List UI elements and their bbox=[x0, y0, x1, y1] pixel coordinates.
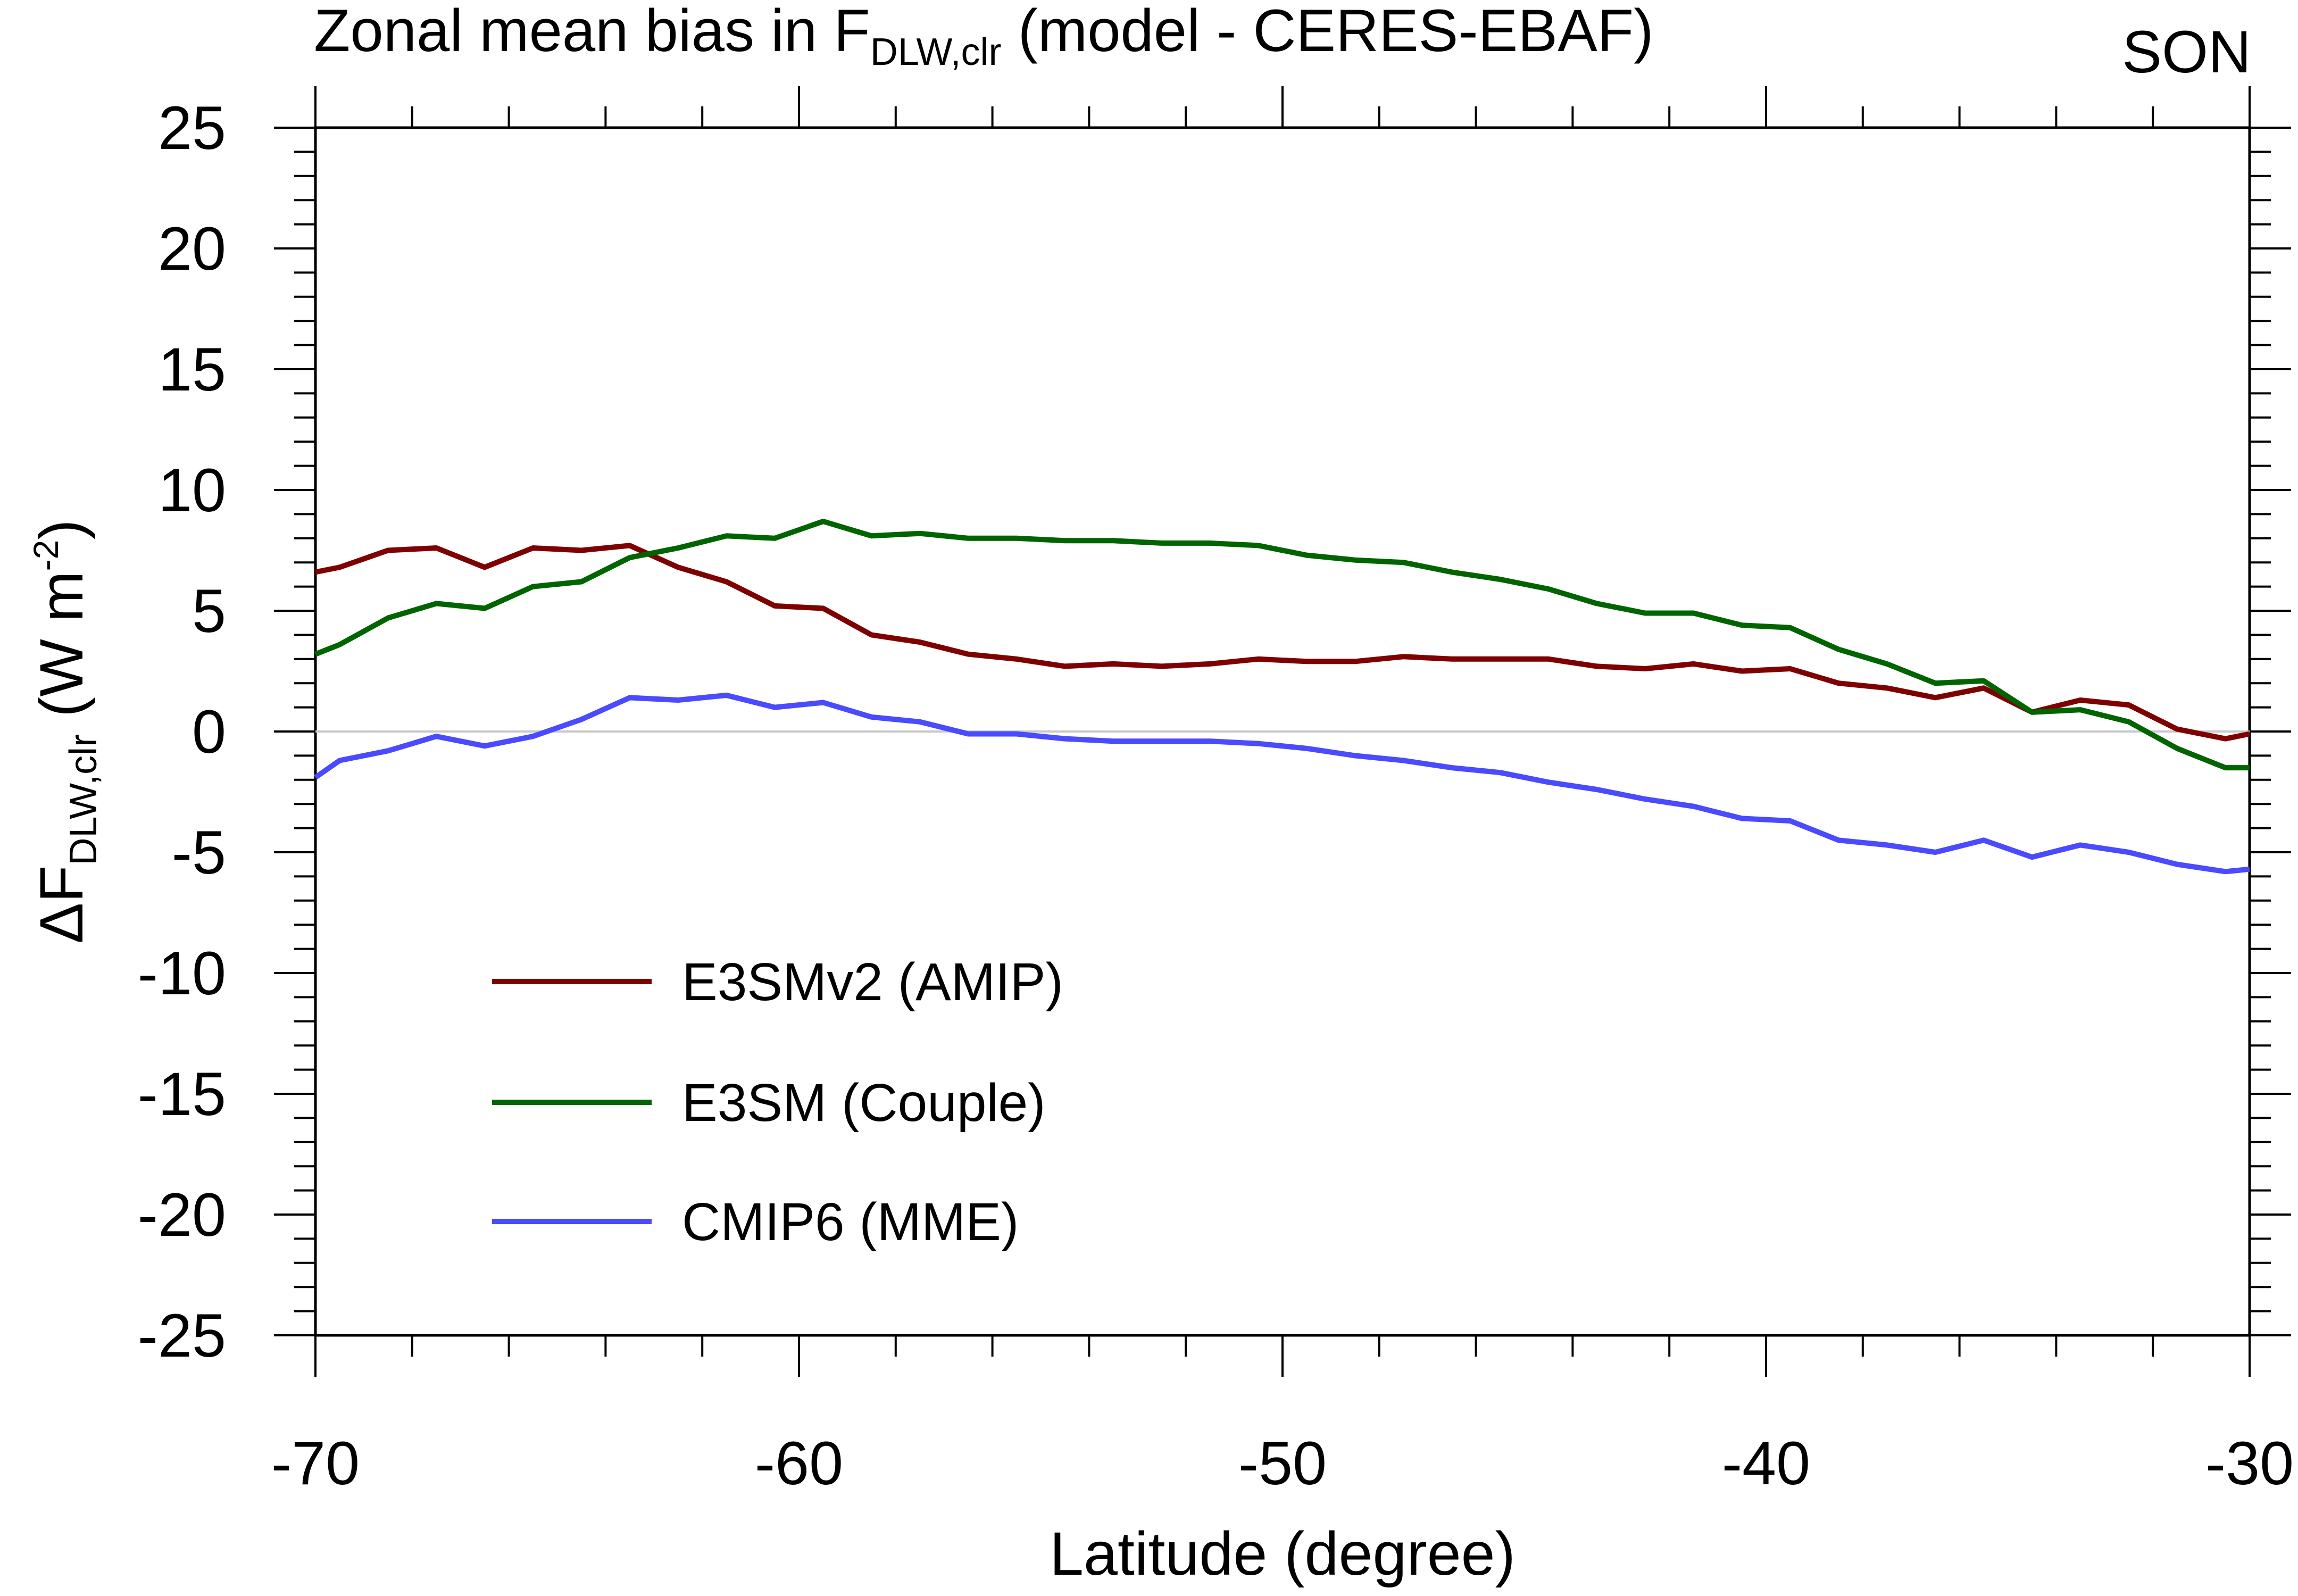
legend-label-mme: CMIP6 (MME) bbox=[682, 1192, 1019, 1252]
y-tick-label: 20 bbox=[158, 215, 226, 283]
x-tick-label: -60 bbox=[755, 1429, 843, 1498]
x-tick-label: -30 bbox=[2205, 1429, 2294, 1498]
y-tick-label: 10 bbox=[158, 456, 226, 525]
series-layer bbox=[314, 519, 2250, 875]
tick-layer bbox=[274, 86, 2291, 1377]
y-axis-title-units: (W m bbox=[28, 571, 96, 734]
chart-title: Zonal mean bias in FDLW,clr (model - CER… bbox=[314, 0, 1653, 73]
x-tick-label: -70 bbox=[271, 1429, 360, 1498]
x-tick-labels: -70 -60 -50 -40 -30 bbox=[271, 1429, 2294, 1498]
x-tick-label: -40 bbox=[1722, 1429, 1810, 1498]
season-label: SON bbox=[2122, 19, 2251, 85]
y-axis-title: ΔFDLW,clr (W m-2) bbox=[26, 519, 105, 943]
series-line-e3smv2-amip bbox=[315, 543, 2250, 742]
y-tick-label: 15 bbox=[158, 336, 226, 404]
legend-label-amip: E3SMv2 (AMIP) bbox=[682, 952, 1063, 1012]
chart-title-subscript: DLW,clr bbox=[870, 31, 1002, 73]
y-tick-label: -25 bbox=[138, 1302, 226, 1370]
y-tick-label: -20 bbox=[138, 1181, 226, 1249]
y-axis-title-prefix: ΔF bbox=[28, 866, 96, 944]
legend-label-couple: E3SM (Couple) bbox=[682, 1073, 1046, 1133]
y-tick-labels: 25 20 15 10 5 0 -5 -10 -15 -20 -25 bbox=[138, 94, 226, 1370]
y-tick-label: 0 bbox=[192, 698, 226, 766]
series-line-cmip6-mme bbox=[314, 692, 2250, 875]
y-tick-label: 25 bbox=[158, 94, 226, 162]
y-axis-title-subscript: DLW,clr bbox=[62, 734, 105, 866]
y-axis-title-units-close: ) bbox=[28, 519, 96, 539]
x-tick-label: -50 bbox=[1238, 1429, 1327, 1498]
y-tick-label: -10 bbox=[138, 940, 226, 1008]
series-line-e3sm-couple bbox=[314, 519, 2250, 771]
y-tick-label: 5 bbox=[192, 577, 226, 645]
y-tick-label: -5 bbox=[172, 819, 226, 887]
y-axis-title-superscript: -2 bbox=[26, 540, 65, 571]
legend: E3SMv2 (AMIP) E3SM (Couple) CMIP6 (MME) bbox=[492, 952, 1063, 1252]
chart-title-suffix: (model - CERES-EBAF) bbox=[1002, 0, 1654, 64]
x-axis-title: Latitude (degree) bbox=[1050, 1520, 1516, 1588]
y-tick-label: -15 bbox=[138, 1060, 226, 1128]
chart-title-prefix: Zonal mean bias in F bbox=[314, 0, 870, 64]
